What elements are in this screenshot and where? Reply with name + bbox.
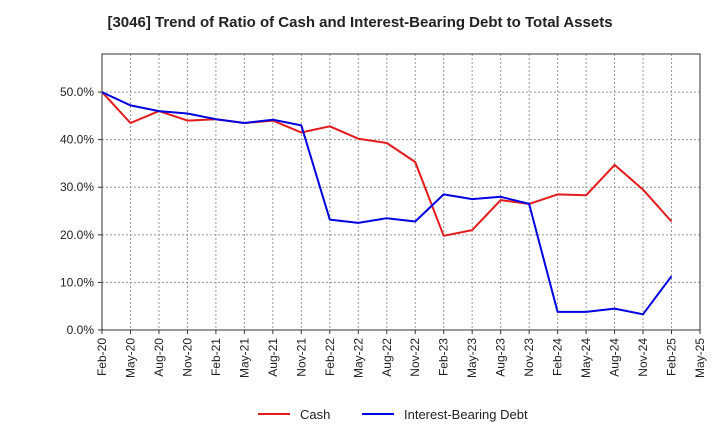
x-tick-label: Feb-24 — [551, 338, 565, 376]
legend-label: Cash — [300, 407, 330, 422]
x-tick-label: Nov-20 — [180, 338, 194, 377]
plot-frame — [101, 53, 701, 331]
x-tick-label: May-24 — [579, 338, 593, 378]
x-tick-label: May-22 — [351, 338, 365, 378]
x-tick-label: May-25 — [693, 338, 707, 378]
x-tick-label: Nov-24 — [636, 338, 650, 377]
x-tick-label: Nov-22 — [408, 338, 422, 377]
x-tick-label: May-21 — [237, 338, 251, 378]
x-tick-label: Nov-21 — [294, 338, 308, 377]
x-tick-label: Aug-20 — [152, 338, 166, 377]
x-tick-label: Feb-23 — [437, 338, 451, 376]
x-tick-label: Aug-22 — [380, 338, 394, 377]
y-tick-label: 0.0% — [67, 323, 95, 337]
x-tick-label: May-23 — [465, 338, 479, 378]
series-lines — [101, 91, 673, 316]
x-tick-label: Feb-25 — [665, 338, 679, 376]
y-tick-label: 40.0% — [60, 133, 94, 147]
legend-label: Interest-Bearing Debt — [404, 407, 528, 422]
x-tick-label: Feb-22 — [323, 338, 337, 376]
axes: 0.0% 10.0% 20.0% 30.0% 40.0% 50.0% Feb-20 May-2… — [60, 53, 707, 378]
x-tick-label: Feb-21 — [209, 338, 223, 376]
series-line-interest-bearing-debt — [101, 91, 673, 316]
x-tick-label: Aug-23 — [494, 338, 508, 377]
x-tick-label: Nov-23 — [522, 338, 536, 377]
x-tick-label: Aug-24 — [608, 338, 622, 377]
chart-title: [3046] Trend of Ratio of Cash and Intere… — [107, 14, 613, 31]
x-tick-label: May-20 — [123, 338, 137, 378]
legend: Cash Interest-Bearing Debt — [258, 407, 528, 422]
y-tick-label: 30.0% — [60, 180, 94, 194]
x-tick-label: Feb-20 — [95, 338, 109, 376]
x-tick-label: Aug-21 — [266, 338, 280, 377]
series-line-cash — [101, 91, 673, 237]
y-tick-label: 20.0% — [60, 228, 94, 242]
y-tick-label: 10.0% — [60, 275, 94, 289]
y-tick-label: 50.0% — [60, 85, 94, 99]
grid-lines — [102, 54, 700, 330]
